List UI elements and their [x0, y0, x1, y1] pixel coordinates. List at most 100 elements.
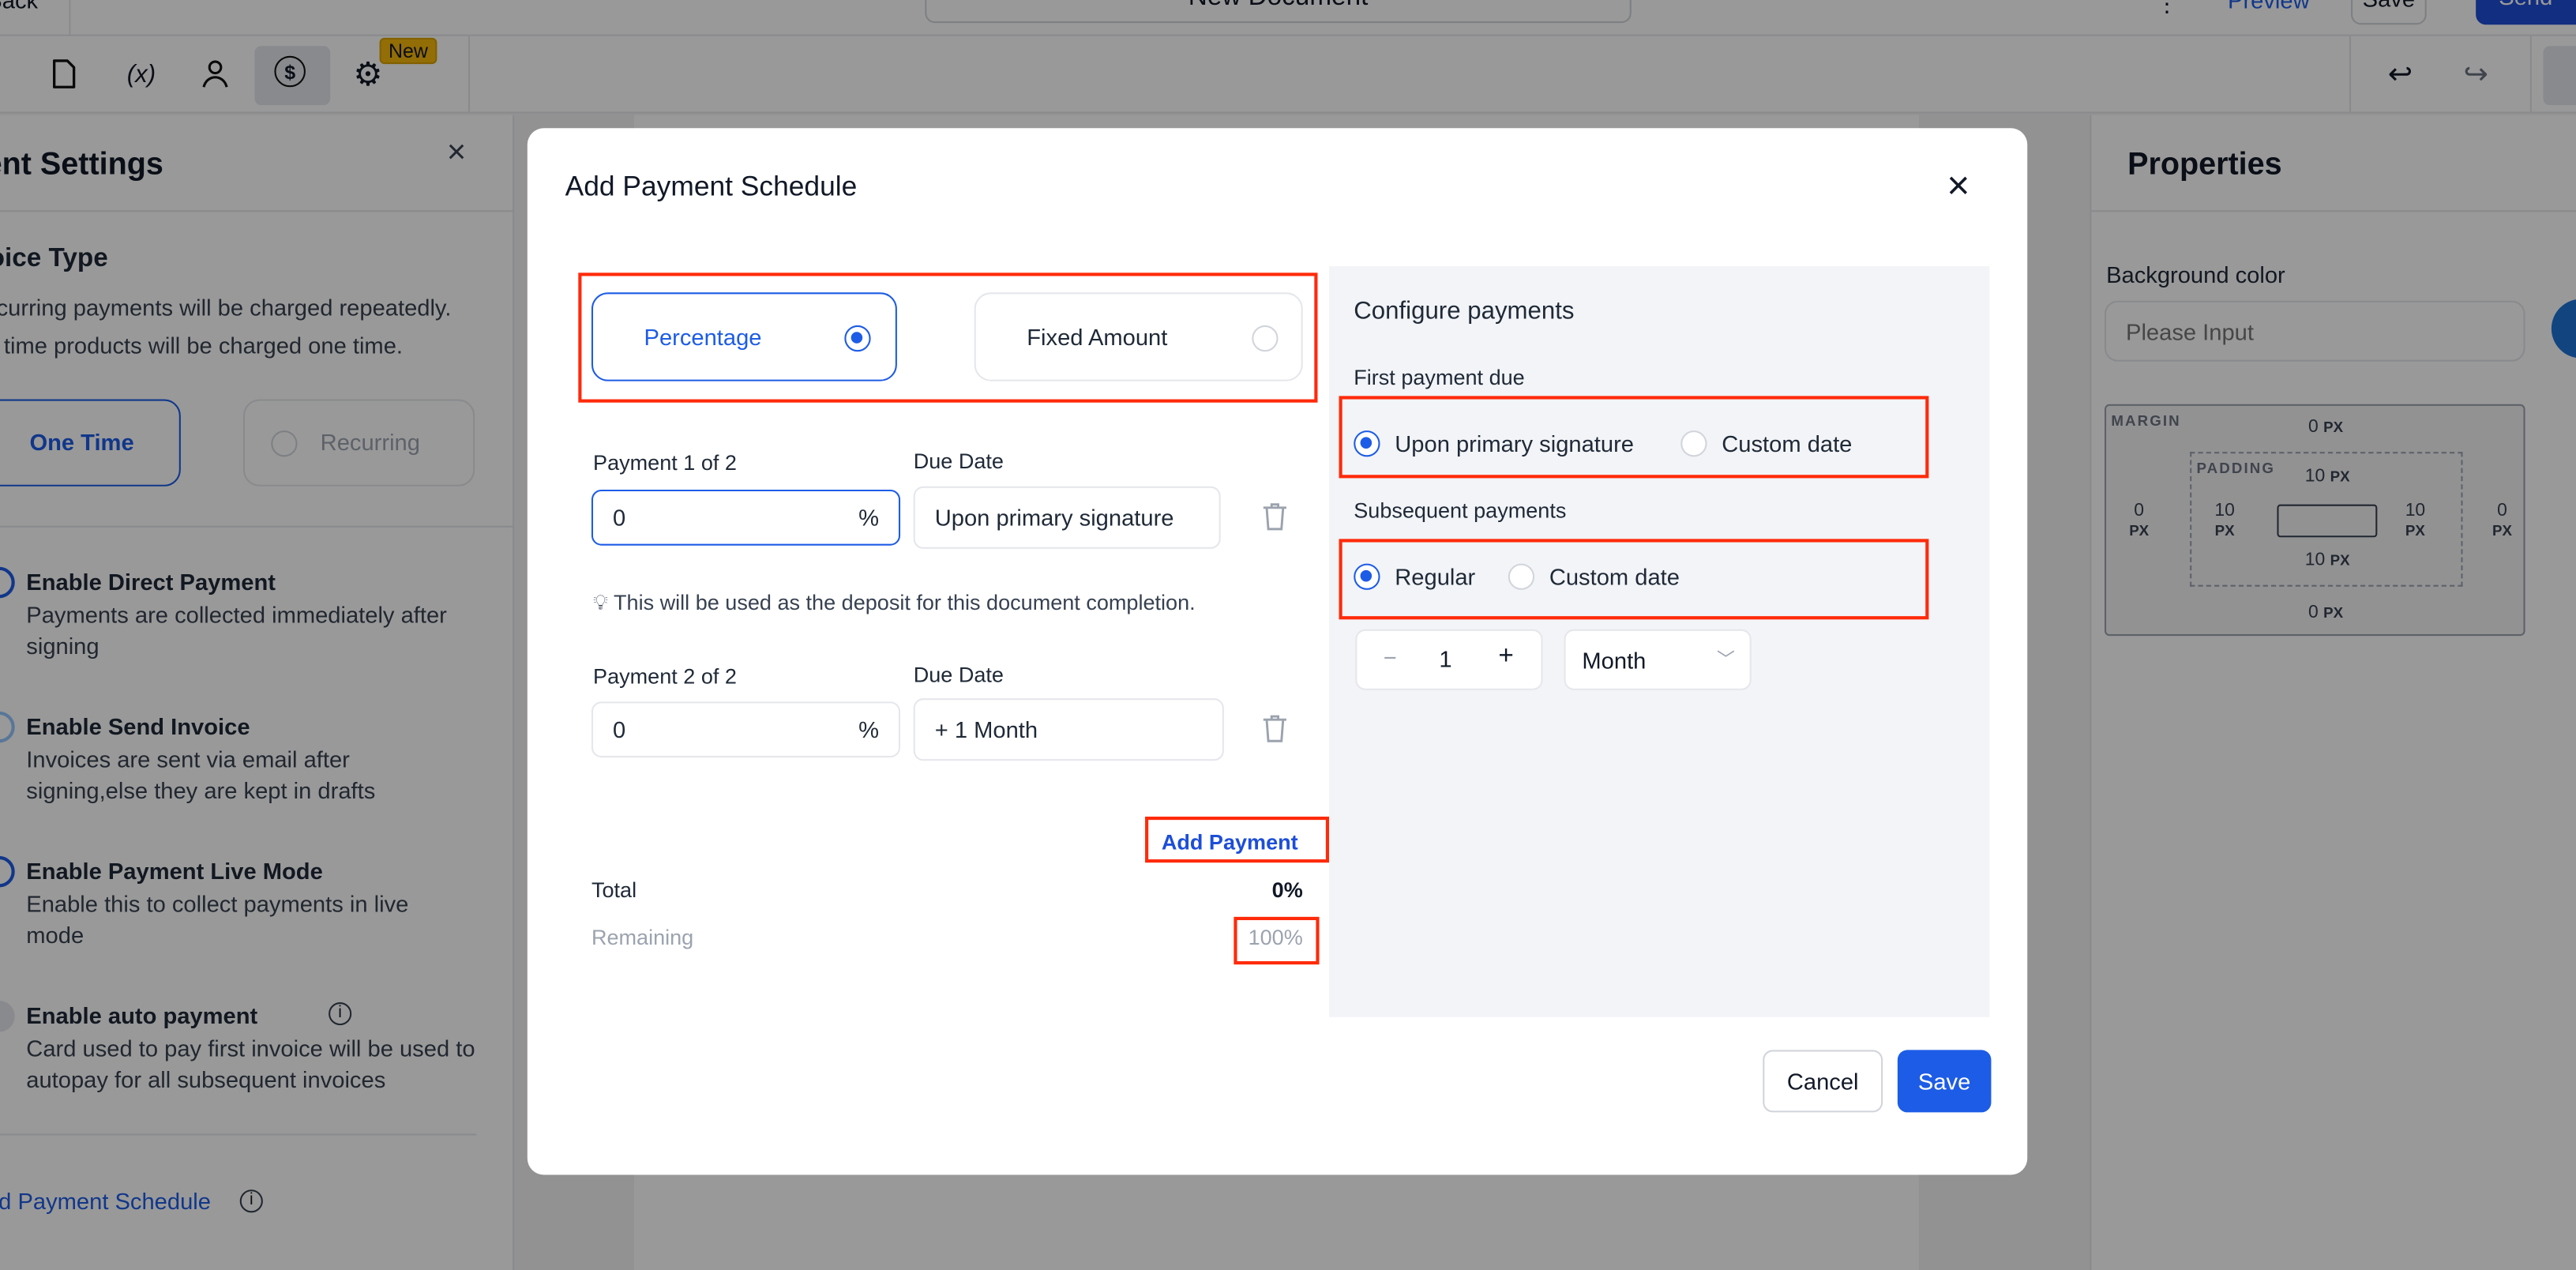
- fixed-amount-radio[interactable]: [1252, 325, 1279, 352]
- option-title: Enable Payment Live Mode: [26, 857, 323, 885]
- margin-bottom[interactable]: 0 PX: [2308, 603, 2343, 623]
- recurring-label: Recurring: [320, 428, 420, 456]
- back-button[interactable]: Back: [0, 0, 39, 13]
- trash-icon[interactable]: [1262, 713, 1288, 742]
- value: 10: [2304, 550, 2326, 570]
- close-icon[interactable]: ×: [446, 134, 467, 171]
- value: 0: [612, 504, 626, 531]
- percentage-option[interactable]: Percentage: [591, 292, 897, 381]
- payment-2-amount-input[interactable]: 0%: [591, 701, 901, 758]
- cancel-button[interactable]: Cancel: [1763, 1050, 1883, 1113]
- unit: PX: [2323, 604, 2344, 622]
- highlight-box: [578, 272, 1318, 403]
- regular-radio[interactable]: [1354, 563, 1380, 590]
- divider: [0, 525, 515, 528]
- regular-label: Regular: [1395, 563, 1476, 590]
- document-title-input[interactable]: New Document: [925, 0, 1632, 24]
- info-icon[interactable]: i: [239, 1189, 263, 1213]
- value: 10: [2405, 501, 2426, 521]
- sub-custom-date-label: Custom date: [1549, 563, 1680, 590]
- divider: [0, 210, 515, 212]
- hint-text: This will be used as the deposit for thi…: [614, 589, 1196, 615]
- first-custom-date-radio[interactable]: [1680, 430, 1707, 457]
- highlight-box: [1234, 916, 1320, 965]
- padding-bottom[interactable]: 10 PX: [2305, 550, 2350, 570]
- remaining-label: Remaining: [591, 925, 694, 950]
- save-draft-label: Save: [2363, 0, 2415, 12]
- padding-left[interactable]: 10 PX: [2214, 502, 2234, 541]
- unit: PX: [2129, 522, 2150, 539]
- add-payment-schedule-link[interactable]: Add Payment Schedule: [0, 1188, 211, 1215]
- value: 0: [2497, 501, 2507, 521]
- bg-color-input[interactable]: [2104, 300, 2525, 362]
- cancel-label: Cancel: [1786, 1068, 1859, 1095]
- divider: [69, 0, 71, 36]
- payment-1-amount-input[interactable]: 0%: [591, 489, 901, 546]
- recurring-option[interactable]: Recurring: [242, 399, 475, 487]
- highlight-box: [1145, 816, 1330, 863]
- margin-top[interactable]: 0 PX: [2308, 417, 2343, 437]
- margin-left[interactable]: 0 PX: [2129, 502, 2149, 541]
- panel-title: Payment Settings: [0, 148, 163, 182]
- add-payment-button[interactable]: Add Payment: [1161, 829, 1298, 855]
- payment-label: Payment 2 of 2: [593, 663, 737, 689]
- preview-button[interactable]: Preview: [2228, 0, 2310, 13]
- dollar-icon[interactable]: $: [274, 55, 306, 88]
- percentage-radio[interactable]: [844, 325, 871, 352]
- close-icon[interactable]: ×: [1947, 164, 1970, 209]
- value: + 1 Month: [934, 716, 1038, 743]
- due-date-label: Due Date: [913, 448, 1004, 474]
- user-icon[interactable]: [197, 56, 234, 92]
- plus-icon[interactable]: +: [1498, 642, 1514, 671]
- info-icon[interactable]: i: [329, 1002, 352, 1026]
- option-title: Enable auto payment: [26, 1002, 258, 1029]
- unit: PX: [2405, 522, 2425, 539]
- trash-icon[interactable]: [1262, 502, 1288, 531]
- gear-icon[interactable]: ⚙: [353, 56, 383, 93]
- top-bar: Back New Document ⋮ Preview Save Send: [0, 0, 2576, 36]
- fixed-amount-option[interactable]: Fixed Amount: [974, 292, 1303, 381]
- invoice-desc: One time products will be charged one ti…: [0, 332, 403, 359]
- redo-icon[interactable]: ↪: [2463, 56, 2488, 90]
- unit: PX: [2330, 552, 2350, 569]
- document-icon[interactable]: [46, 56, 82, 92]
- invoice-type-title: Invoice Type: [0, 244, 108, 273]
- save-button[interactable]: Save: [1897, 1050, 1992, 1113]
- divider: [0, 1133, 477, 1136]
- payment-2-due-date[interactable]: + 1 Month: [913, 698, 1224, 761]
- divider: [2091, 210, 2576, 212]
- invoice-desc: Recurring payments will be charged repea…: [0, 294, 452, 321]
- padding-right[interactable]: 10 PX: [2405, 502, 2425, 541]
- more-icon[interactable]: ⋮: [2155, 0, 2179, 17]
- payment-1-due-date[interactable]: Upon primary signature: [913, 486, 1221, 549]
- variables-icon[interactable]: (x): [126, 59, 156, 88]
- auto-payment-toggle[interactable]: [0, 1000, 15, 1032]
- sub-custom-date-radio[interactable]: [1508, 563, 1535, 590]
- upon-signature-radio[interactable]: [1354, 430, 1380, 457]
- divider: [2349, 36, 2352, 114]
- fixed-amount-label: Fixed Amount: [1027, 323, 1168, 351]
- one-time-label: One Time: [29, 428, 134, 456]
- send-button[interactable]: Send: [2476, 0, 2576, 25]
- one-time-option[interactable]: One Time: [0, 399, 181, 487]
- value: Upon primary signature: [934, 504, 1174, 531]
- padding-box: PADDING 10 PX 10 PX 10 PX 10 PX: [2190, 452, 2463, 587]
- option-title: Enable Send Invoice: [26, 712, 250, 740]
- padding-top[interactable]: 10 PX: [2305, 467, 2350, 487]
- save-draft-button[interactable]: Save: [2351, 0, 2427, 25]
- highlight-box: [1339, 396, 1929, 479]
- recurring-radio[interactable]: [271, 430, 298, 457]
- period-select[interactable]: Month ﹀: [1564, 629, 1752, 690]
- chevron-down-icon: ﹀: [1717, 650, 1735, 671]
- lightbulb-icon: 💡︎: [593, 589, 608, 615]
- layout-button[interactable]: [2543, 46, 2576, 106]
- minus-icon[interactable]: −: [1383, 644, 1397, 671]
- undo-icon[interactable]: ↩: [2387, 56, 2413, 90]
- interval-stepper[interactable]: − 1 +: [1355, 629, 1543, 690]
- highlight-box: [1339, 539, 1929, 620]
- unit: PX: [2323, 419, 2344, 436]
- margin-right[interactable]: 0 PX: [2492, 502, 2512, 541]
- option-desc: Invoices are sent via email after signin…: [26, 746, 376, 804]
- box-model-editor: MARGIN 0 PX 0 PX 0 PX 0 PX PADDING 10 PX 1…: [2104, 404, 2525, 637]
- option-title: Enable Direct Payment: [26, 568, 276, 596]
